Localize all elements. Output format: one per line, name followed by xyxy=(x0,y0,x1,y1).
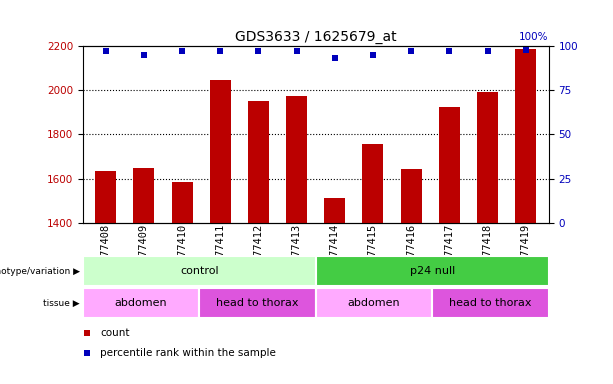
Title: GDS3633 / 1625679_at: GDS3633 / 1625679_at xyxy=(235,30,397,44)
Bar xyxy=(316,256,549,286)
Bar xyxy=(83,256,316,286)
Text: 100%: 100% xyxy=(519,31,549,42)
Bar xyxy=(199,288,316,318)
Bar xyxy=(95,171,116,223)
Bar xyxy=(439,107,460,223)
Bar xyxy=(401,169,422,223)
Bar xyxy=(316,288,432,318)
Bar xyxy=(210,80,230,223)
Bar xyxy=(324,199,345,223)
Text: count: count xyxy=(100,328,129,338)
Bar xyxy=(286,96,307,223)
Bar xyxy=(515,50,536,223)
Bar xyxy=(134,167,154,223)
Text: percentile rank within the sample: percentile rank within the sample xyxy=(100,348,276,358)
Text: abdomen: abdomen xyxy=(348,298,400,308)
Bar xyxy=(83,288,199,318)
Text: p24 null: p24 null xyxy=(409,266,455,276)
Bar xyxy=(432,288,549,318)
Text: genotype/variation ▶: genotype/variation ▶ xyxy=(0,266,80,276)
Text: tissue ▶: tissue ▶ xyxy=(43,298,80,308)
Text: control: control xyxy=(180,266,219,276)
Text: abdomen: abdomen xyxy=(115,298,167,308)
Bar xyxy=(362,144,384,223)
Bar xyxy=(248,101,269,223)
Bar xyxy=(172,182,192,223)
Text: head to thorax: head to thorax xyxy=(449,298,531,308)
Bar xyxy=(477,93,498,223)
Text: head to thorax: head to thorax xyxy=(216,298,299,308)
